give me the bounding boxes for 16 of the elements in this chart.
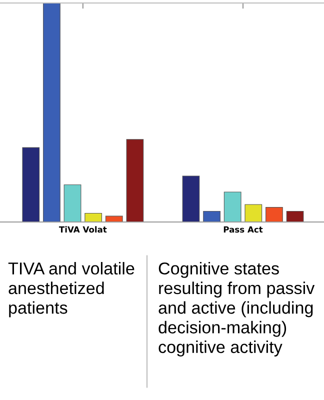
bar: [64, 184, 82, 222]
bar: [43, 3, 60, 222]
bar: [244, 204, 262, 222]
bar: [266, 207, 283, 222]
text: Cognitive states resulting from passiv and active (including decision-making) cognitive activity: [158, 262, 315, 356]
bar: [84, 212, 102, 222]
bar: [203, 210, 220, 222]
bar: [105, 216, 123, 222]
bar: [286, 210, 304, 222]
x-tick-label: Pass Act: [224, 226, 263, 233]
bar: [182, 176, 200, 222]
bar: [126, 139, 144, 222]
text: TIVA and volatile anesthetized patients: [8, 262, 134, 318]
bar: [224, 192, 242, 222]
bar: [22, 147, 40, 222]
x-tick-label: TiVA Volat: [58, 226, 107, 233]
